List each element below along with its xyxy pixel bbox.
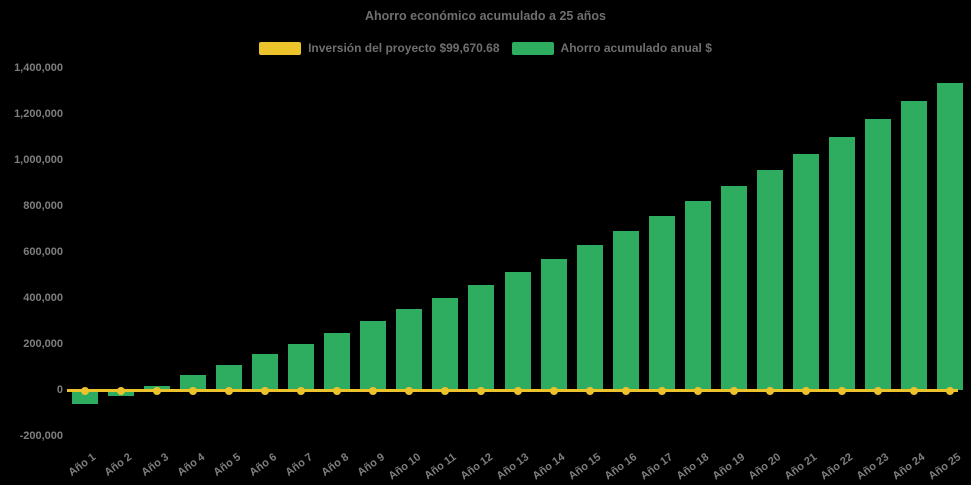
x-axis-label-año-11: Año 11: [422, 451, 459, 483]
x-axis-label-año-5: Año 5: [210, 451, 243, 479]
x-axis-label-año-18: Año 18: [674, 451, 712, 483]
investment-line-marker: [946, 386, 954, 395]
savings-bar-año-4: [180, 375, 207, 390]
y-axis-tick-label: 1,000,000: [14, 153, 63, 166]
investment-line-marker: [765, 386, 774, 395]
y-axis-tick-label: 400,000: [23, 291, 63, 304]
savings-bar-año-9: [360, 321, 387, 390]
savings-bar-año-10: [396, 309, 423, 390]
investment-line: [67, 388, 958, 392]
y-axis-tick-label: 600,000: [23, 245, 63, 258]
y-axis-tick-label: 200,000: [23, 337, 63, 350]
investment-line-marker: [801, 386, 810, 395]
x-axis-label-año-19: Año 19: [710, 451, 748, 483]
x-axis-label-año-21: Año 21: [782, 451, 820, 483]
investment-line-marker: [729, 386, 738, 395]
investment-line-marker: [621, 386, 630, 395]
legend-label-investment: Inversión del proyecto $99,670.68: [308, 41, 500, 55]
savings-bar-año-16: [612, 230, 639, 390]
y-axis-tick-label: 1,400,000: [14, 61, 63, 74]
investment-line-marker: [405, 386, 414, 395]
legend-label-savings: Ahorro acumulado anual $: [560, 41, 712, 55]
savings-bar-año-17: [648, 215, 675, 390]
x-axis-label-año-24: Año 24: [890, 451, 928, 483]
x-axis-label-año-22: Año 22: [818, 451, 856, 483]
savings-bar-año-5: [216, 364, 243, 390]
x-axis-label-año-8: Año 8: [319, 451, 351, 479]
investment-line-marker: [549, 386, 558, 395]
investment-line-marker: [477, 386, 486, 395]
investment-line-marker: [189, 386, 198, 395]
x-axis-label-año-1: Año 1: [66, 451, 99, 479]
investment-line-marker: [225, 386, 234, 395]
legend-item-savings[interactable]: Ahorro acumulado anual $: [511, 41, 712, 55]
investment-line-marker: [297, 386, 306, 395]
investment-line-marker: [657, 386, 666, 395]
chart-legend: Inversión del proyecto $99,670.68 Ahorro…: [0, 41, 971, 55]
y-axis-tick-label: -200,000: [19, 429, 63, 442]
investment-color-swatch: [259, 41, 302, 55]
x-axis-label-año-15: Año 15: [566, 451, 604, 483]
savings-bar-año-1: [72, 390, 98, 404]
investment-line-marker: [153, 386, 162, 395]
x-axis-label-año-4: Año 4: [174, 451, 207, 479]
investment-line-marker: [837, 386, 846, 395]
savings-bar-año-8: [324, 332, 351, 390]
savings-bar-año-12: [468, 285, 495, 390]
investment-line-marker: [873, 386, 882, 395]
investment-line-marker: [693, 386, 702, 395]
legend-item-investment[interactable]: Inversión del proyecto $99,670.68: [259, 41, 500, 55]
savings-color-swatch: [511, 41, 554, 55]
savings-bar-año-14: [540, 258, 567, 390]
x-axis-label-año-7: Año 7: [283, 451, 315, 479]
chart-title: Ahorro económico acumulado a 25 años: [364, 9, 607, 23]
y-axis-tick-label: 800,000: [23, 199, 63, 212]
investment-line-marker: [81, 386, 89, 395]
investment-line-marker: [909, 386, 918, 395]
x-axis-label-año-17: Año 17: [638, 451, 676, 483]
x-axis-label-año-16: Año 16: [602, 451, 640, 483]
savings-bar-año-6: [252, 354, 279, 390]
investment-line-marker: [441, 386, 450, 395]
x-axis-label-año-23: Año 23: [854, 451, 892, 483]
y-axis-tick-label: 1,200,000: [14, 107, 63, 120]
investment-line-marker: [261, 386, 270, 395]
x-axis-label-año-20: Año 20: [746, 451, 784, 483]
x-axis-label-año-6: Año 6: [246, 451, 279, 479]
savings-bar-año-7: [288, 343, 315, 390]
investment-line-marker: [513, 386, 522, 395]
investment-line-marker: [333, 386, 342, 395]
y-axis-tick-label: 0: [56, 383, 63, 396]
x-axis-label-año-25: Año 25: [926, 451, 964, 483]
savings-bar-año-15: [576, 244, 603, 390]
savings-bar-año-18: [684, 201, 711, 390]
investment-line-marker: [117, 386, 126, 395]
investment-line-marker: [369, 386, 378, 395]
savings-bar-año-13: [504, 271, 531, 390]
savings-bar-año-21: [792, 153, 819, 390]
x-axis-label-año-10: Año 10: [386, 451, 423, 483]
x-axis-label-año-2: Año 2: [102, 451, 135, 479]
x-axis-label-año-9: Año 9: [355, 451, 387, 479]
investment-line-marker: [585, 386, 594, 395]
savings-bar-año-11: [432, 297, 459, 390]
savings-bar-año-25: [937, 82, 963, 390]
x-axis-label-año-3: Año 3: [138, 451, 171, 479]
savings-bar-año-22: [828, 137, 855, 390]
x-axis-label-año-12: Año 12: [458, 451, 495, 483]
x-axis-label-año-14: Año 14: [530, 451, 568, 483]
savings-bar-año-19: [720, 185, 747, 390]
x-axis-label-año-13: Año 13: [494, 451, 532, 483]
savings-bar-año-23: [864, 119, 891, 390]
savings-bar-año-24: [900, 101, 927, 390]
savings-bar-año-20: [756, 169, 783, 390]
